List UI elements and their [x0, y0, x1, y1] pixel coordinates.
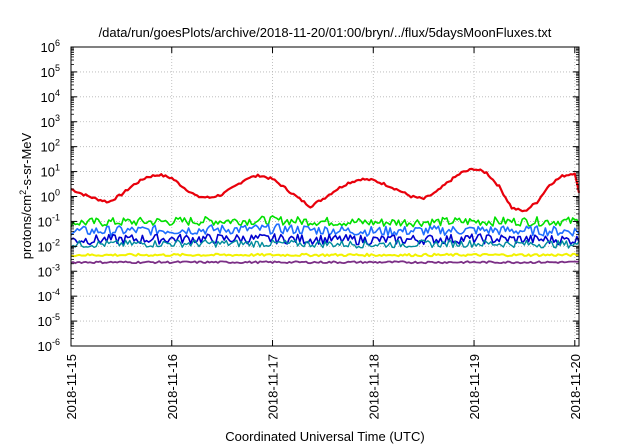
x-tick-label: 2018-11-18: [366, 354, 381, 420]
y-tick-label: 106: [41, 38, 60, 55]
y-tick-label: 100: [41, 188, 60, 205]
series-line: [70, 167, 581, 213]
grid-lines: [71, 47, 579, 346]
y-tick-label: 10-1: [38, 212, 60, 229]
plot-frame: [70, 46, 580, 347]
y-tick-label: 103: [41, 113, 60, 130]
series-line: [70, 215, 580, 228]
x-tick-label: 2018-11-17: [266, 354, 281, 420]
y-axis-label: protons/cm2-s-sr-MeV: [18, 132, 34, 259]
y-tick-label: 10-3: [38, 262, 60, 279]
x-axis-label: Coordinated Universal Time (UTC): [225, 429, 424, 444]
series-line: [70, 223, 580, 237]
y-tick-label: 102: [41, 138, 60, 155]
series-line: [70, 233, 580, 246]
axis-ticks: [70, 46, 579, 347]
y-tick-label: 10-6: [38, 337, 60, 354]
series-line: [70, 239, 580, 249]
x-tick-label: 2018-11-16: [165, 354, 180, 420]
series-line: [70, 260, 579, 265]
chart-title: /data/run/goesPlots/archive/2018-11-20/0…: [99, 25, 552, 40]
y-tick-label: 105: [41, 63, 60, 80]
x-tick-label: 2018-11-20: [568, 354, 583, 420]
y-tick-labels: 10-6 10-5 10-4 10-3 10-2 10-1 100 101 102 103 104 1…: [38, 38, 60, 354]
y-tick-label: 10-2: [38, 237, 60, 254]
x-tick-labels: 2018-11-15 2018-11-16 2018-11-17 2018-11-18…: [64, 354, 583, 420]
y-tick-label: 101: [41, 163, 60, 180]
x-tick-label: 2018-11-15: [64, 354, 79, 420]
y-tick-label: 104: [41, 88, 60, 105]
series-line: [70, 252, 580, 258]
x-tick-label: 2018-11-19: [467, 354, 482, 420]
y-tick-label: 10-4: [38, 287, 60, 304]
y-tick-label: 10-5: [38, 312, 60, 329]
series-layer: [70, 167, 581, 265]
